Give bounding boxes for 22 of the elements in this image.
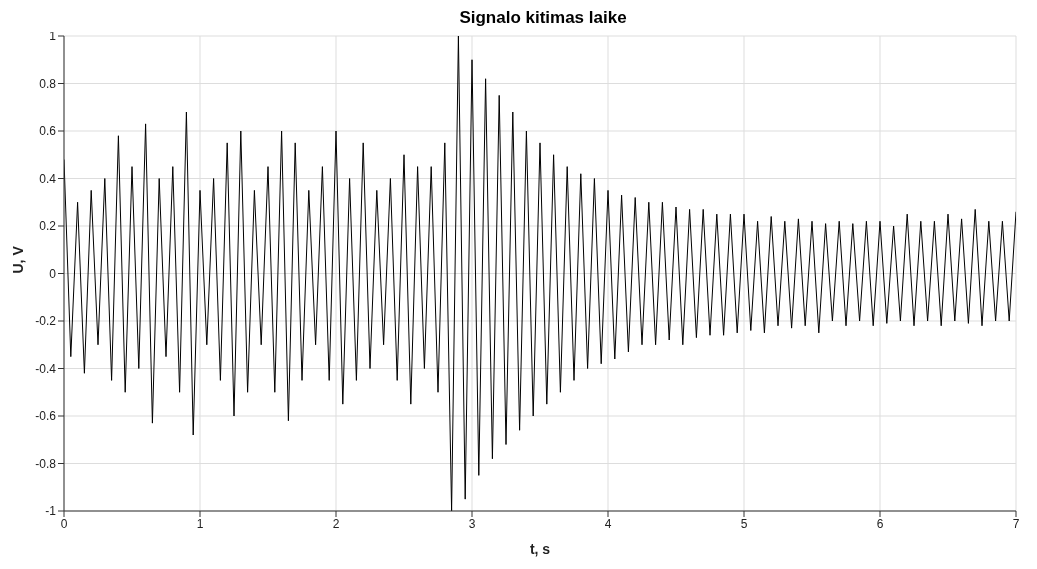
x-tick-label: 0 — [60, 516, 68, 531]
chart-title: Signalo kitimas laike — [459, 8, 627, 27]
x-tick-label: 2 — [332, 516, 340, 531]
y-tick-label: 0.6 — [39, 124, 57, 139]
x-tick-label: 7 — [1012, 516, 1020, 531]
y-tick-label: 1 — [49, 29, 57, 44]
y-tick-label: 0.4 — [39, 171, 57, 186]
x-axis-title: t, s — [529, 541, 551, 557]
y-tick-label: -1 — [45, 504, 57, 519]
y-tick-label: 0.8 — [39, 76, 57, 91]
y-tick-label: -0.2 — [35, 314, 57, 329]
y-axis-title: U, V — [9, 245, 26, 274]
y-tick-label: 0.2 — [39, 219, 57, 234]
x-tick-label: 4 — [604, 516, 612, 531]
x-tick-label: 5 — [740, 516, 748, 531]
y-tick-label: -0.4 — [35, 361, 57, 376]
x-tick-label: 1 — [196, 516, 204, 531]
y-tick-label: 0 — [49, 266, 57, 281]
x-tick-label: 6 — [876, 516, 884, 531]
y-tick-label: -0.6 — [35, 409, 57, 424]
y-tick-label: -0.8 — [35, 456, 57, 471]
x-tick-label: 3 — [468, 516, 476, 531]
